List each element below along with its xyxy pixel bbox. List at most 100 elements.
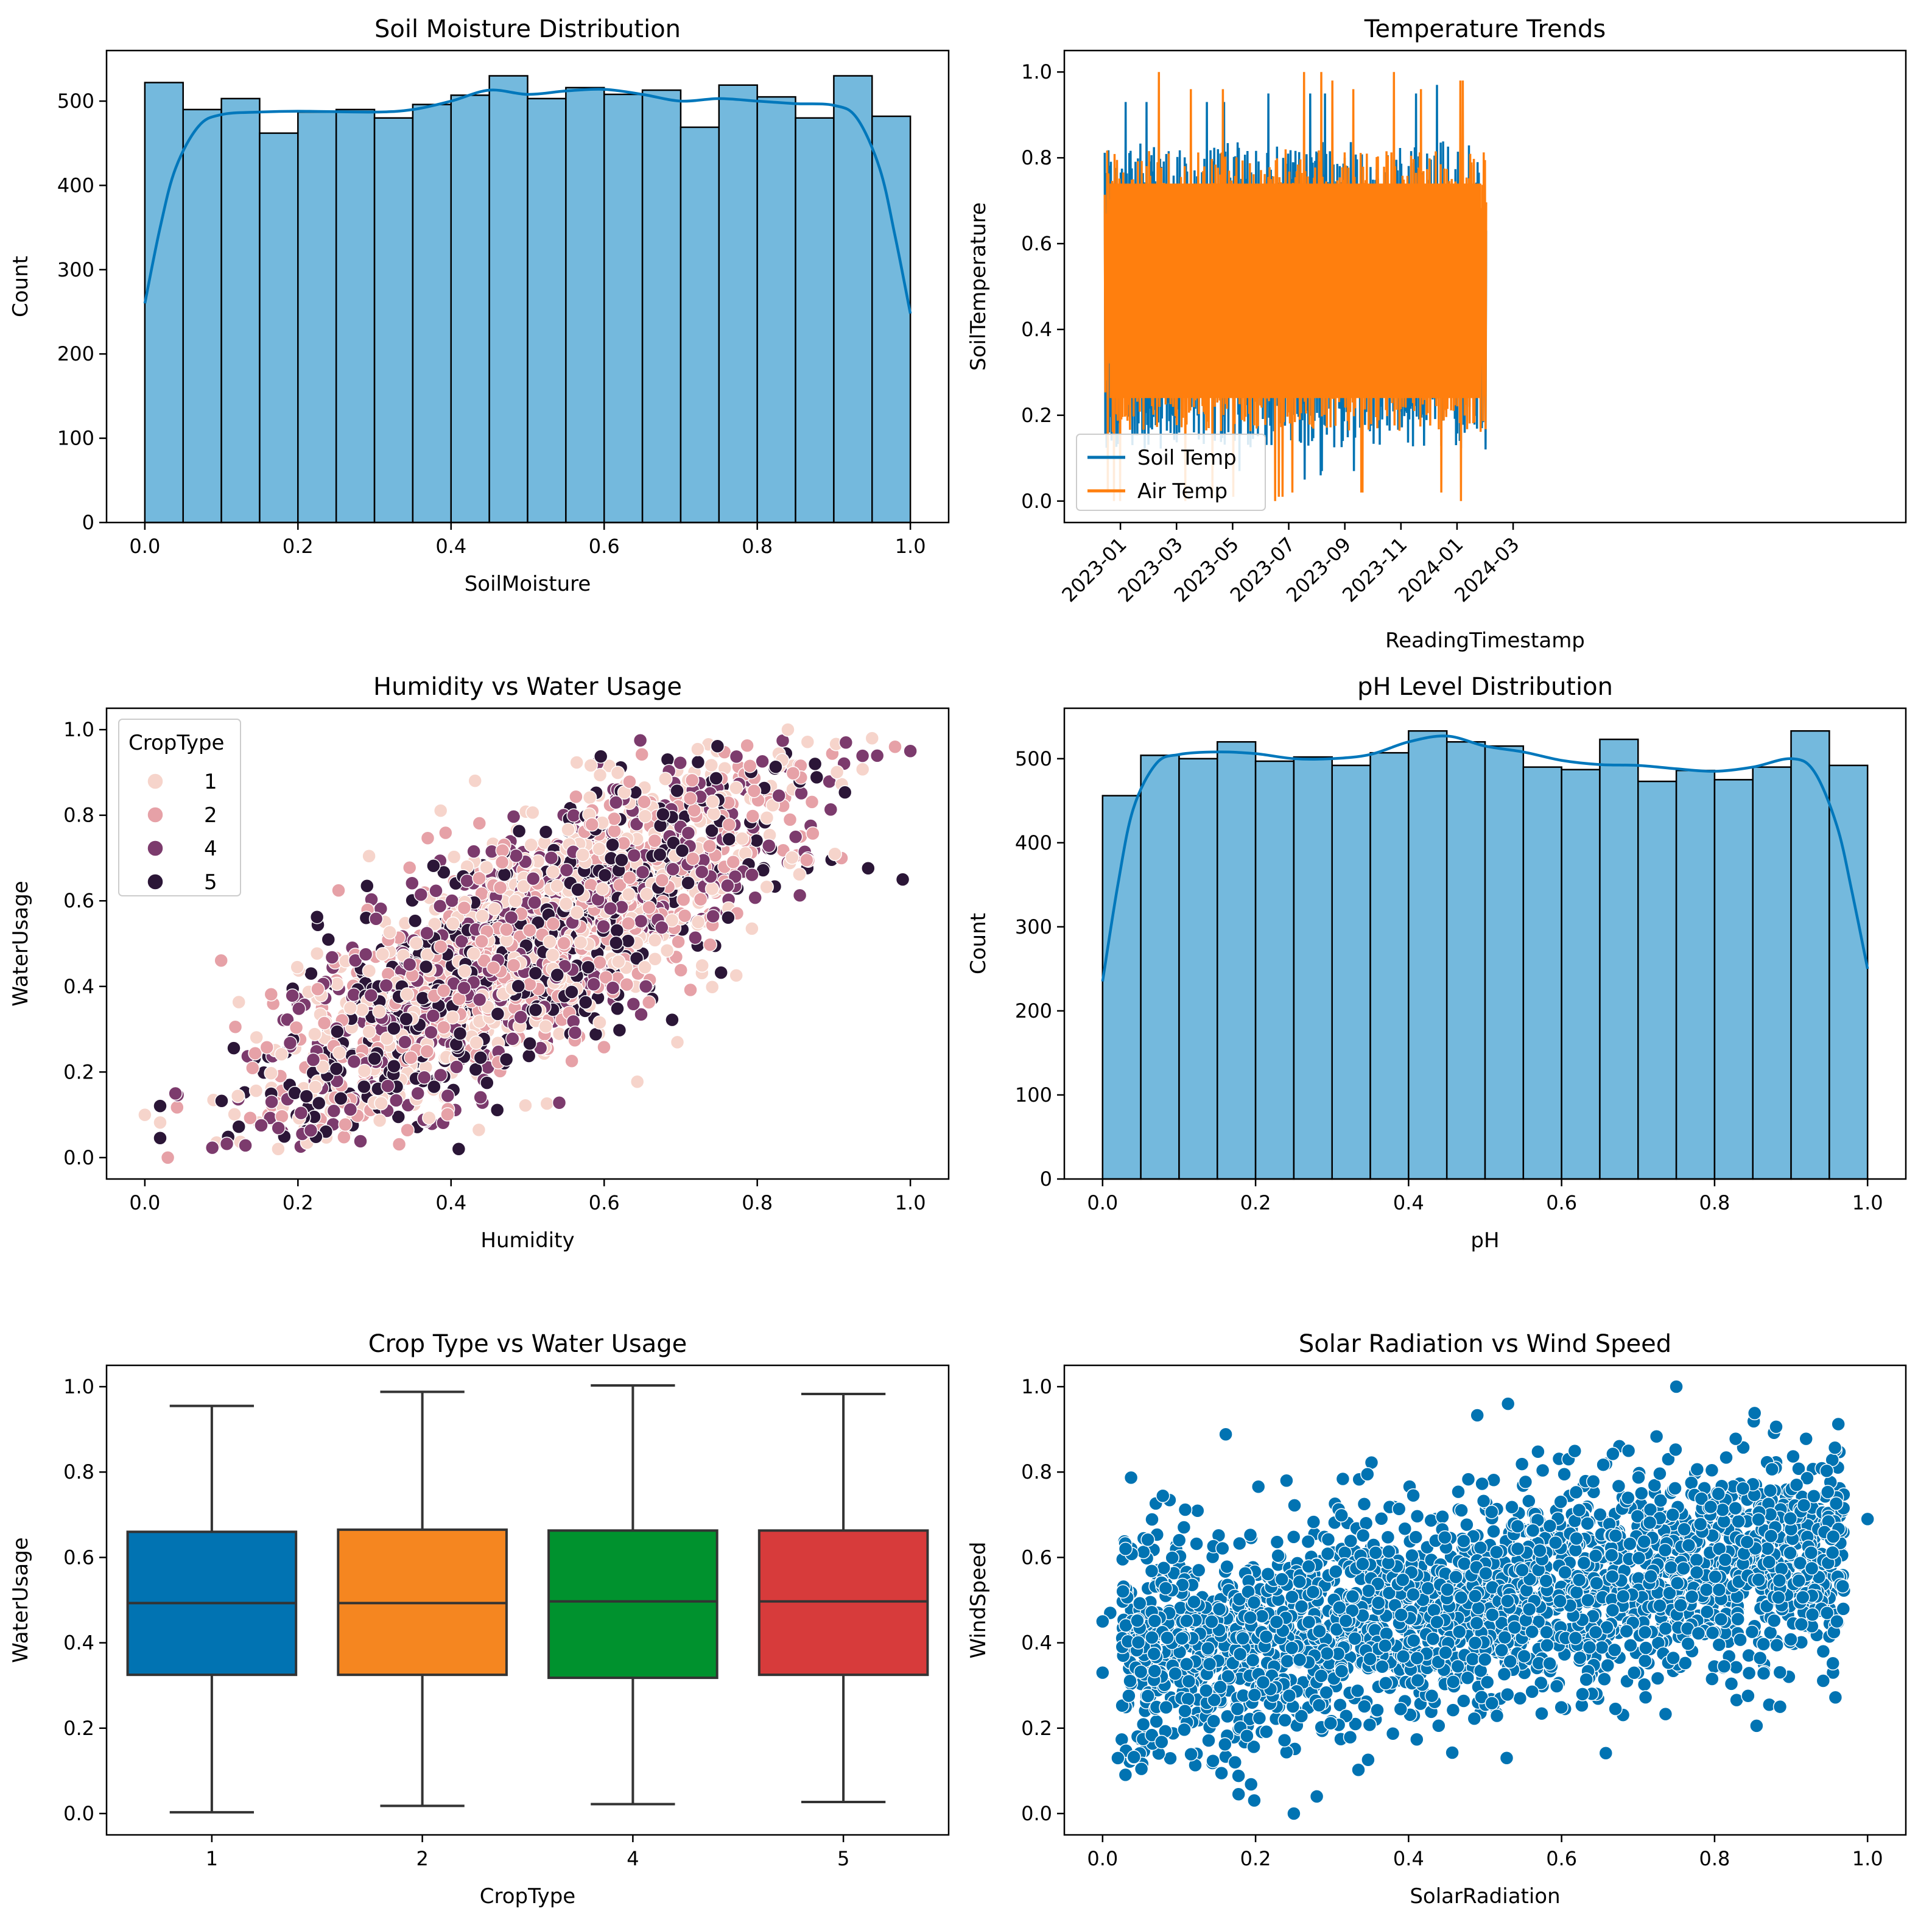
y-tick-label: 0.0 — [63, 1146, 94, 1169]
scatter-point — [334, 1091, 348, 1106]
scatter-point — [1553, 1494, 1568, 1509]
scatter-point — [219, 1136, 234, 1152]
scatter-point — [1168, 1666, 1182, 1681]
scatter-point — [471, 1122, 487, 1138]
scatter-point — [788, 829, 803, 844]
x-tick-label: 2 — [416, 1847, 428, 1870]
chart-solar-wind: 0.00.20.40.60.81.00.0 0.2 0.4 0.6 0.8 1.0Sola… — [966, 1330, 1907, 1909]
scatter-point — [528, 1002, 543, 1018]
scatter-point — [722, 817, 737, 832]
scatter-point — [676, 892, 691, 907]
scatter-point — [1228, 1755, 1243, 1770]
axes-frame — [1063, 49, 1907, 524]
scatter-point — [762, 839, 776, 853]
scatter-point — [1596, 1457, 1611, 1472]
scatter-point — [634, 1007, 648, 1022]
scatter-point — [479, 860, 494, 875]
scatter-point — [472, 992, 487, 1007]
y-tick-label: 100 — [57, 427, 94, 450]
scatter-point — [694, 865, 709, 879]
y-tick-label: 0.2 — [63, 1717, 94, 1740]
scatter-point — [1190, 1504, 1205, 1518]
scatter-point — [622, 774, 637, 789]
scatter-point — [1573, 1650, 1587, 1665]
scatter-point — [895, 872, 910, 887]
scatter-point — [550, 879, 564, 893]
scatter-point — [626, 996, 641, 1012]
scatter-point — [1831, 1417, 1846, 1432]
scatter-point — [457, 964, 472, 979]
scatter-point — [473, 1090, 488, 1105]
scatter-point — [605, 980, 620, 995]
scatter-point — [755, 754, 770, 769]
scatter-point — [597, 1040, 611, 1055]
scatter-point — [522, 923, 537, 938]
scatter-point — [433, 1068, 448, 1083]
scatter-point — [1658, 1621, 1673, 1636]
scatter-point — [420, 926, 434, 941]
scatter-point — [1799, 1431, 1813, 1446]
scatter-point — [400, 1123, 415, 1138]
scatter-point — [168, 1086, 183, 1101]
scatter-point — [592, 767, 608, 783]
scatter-point — [1791, 1461, 1806, 1476]
scatter-point — [307, 1027, 322, 1041]
scatter-point — [1287, 1498, 1302, 1513]
scatter-point — [1391, 1502, 1407, 1516]
scatter-point — [426, 1008, 441, 1023]
scatter-point — [607, 823, 622, 839]
scatter-point — [1649, 1429, 1664, 1444]
scatter-point — [1534, 1706, 1549, 1721]
scatter-point — [1794, 1617, 1809, 1631]
histogram-bar — [1752, 766, 1792, 1180]
scatter-point — [372, 1113, 387, 1128]
scatter-point — [1361, 1753, 1375, 1767]
scatter-point — [486, 960, 501, 975]
scatter-point — [381, 1079, 395, 1094]
scatter-point — [1362, 1717, 1377, 1732]
legend-marker — [147, 840, 164, 857]
scatter-point — [1348, 1717, 1363, 1731]
scatter-point — [665, 1012, 680, 1027]
y-tick-label: 400 — [1015, 831, 1052, 854]
scatter-point — [1280, 1653, 1295, 1669]
scatter-point — [304, 966, 318, 981]
x-tick-label: 5 — [837, 1847, 849, 1870]
scatter-point — [1586, 1474, 1601, 1489]
scatter-point — [506, 958, 521, 973]
scatter-point — [569, 789, 583, 804]
scatter-point — [575, 847, 591, 862]
scatter-point — [399, 1012, 413, 1027]
scatter-point — [1638, 1653, 1653, 1669]
scatter-point — [1639, 1641, 1653, 1655]
scatter-point — [561, 822, 575, 837]
scatter-point — [153, 1130, 167, 1146]
scatter-point — [243, 1111, 258, 1125]
scatter-point — [387, 1058, 401, 1074]
scatter-point — [1691, 1626, 1706, 1641]
scatter-point — [309, 946, 325, 961]
scatter-point — [469, 1035, 483, 1050]
x-axis-label: CropType — [480, 1884, 575, 1909]
scatter-point — [1505, 1499, 1519, 1515]
scatter-point — [1220, 1559, 1234, 1574]
scatter-point — [1123, 1470, 1139, 1485]
scatter-point — [1557, 1467, 1572, 1482]
scatter-point — [1638, 1690, 1653, 1705]
scatter-point — [499, 1052, 514, 1067]
histogram-bar — [1561, 769, 1601, 1180]
legend-label: 5 — [204, 870, 217, 895]
scatter-point — [690, 755, 706, 770]
scatter-point — [749, 833, 764, 848]
scatter-point — [1704, 1463, 1719, 1478]
scatter-point — [1767, 1613, 1782, 1628]
box-plot-5 — [757, 1392, 929, 1804]
histogram-bar — [1790, 730, 1830, 1180]
legend-title: CropType — [128, 731, 224, 755]
x-tick-label: 0.4 — [435, 1191, 466, 1214]
scatter-point — [490, 1007, 505, 1021]
scatter-point — [404, 1050, 418, 1065]
scatter-point — [666, 862, 680, 877]
scatter-point — [638, 809, 653, 823]
